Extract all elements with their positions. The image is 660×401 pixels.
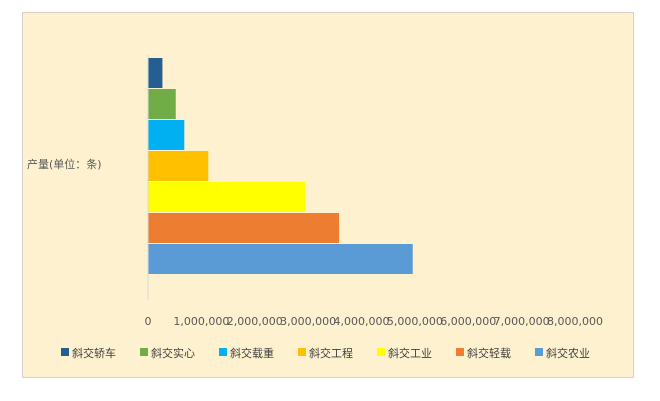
x-tick-label: 5,000,000 bbox=[387, 315, 443, 328]
x-tick-label: 0 bbox=[145, 315, 152, 328]
legend-item-4: 斜交工程 bbox=[298, 346, 353, 360]
x-tick-label: 3,000,000 bbox=[280, 315, 336, 328]
legend-swatch bbox=[298, 348, 306, 356]
x-tick-label: 8,000,000 bbox=[547, 315, 603, 328]
bar-4 bbox=[148, 151, 209, 181]
legend-label: 斜交轻载 bbox=[467, 346, 511, 360]
legend-label: 斜交载重 bbox=[230, 346, 274, 360]
legend-label: 斜交工业 bbox=[388, 346, 432, 360]
bar-2 bbox=[148, 89, 176, 119]
legend-item-5: 斜交工业 bbox=[377, 346, 432, 360]
legend-item-6: 斜交轻载 bbox=[456, 346, 511, 360]
legend-item-7: 斜交农业 bbox=[535, 346, 590, 360]
category-label: 产量(单位：条) bbox=[27, 157, 102, 171]
x-tick-label: 4,000,000 bbox=[334, 315, 390, 328]
bar-1 bbox=[148, 58, 163, 88]
legend-swatch bbox=[456, 348, 464, 356]
bar-5 bbox=[148, 182, 306, 212]
x-tick-label: 6,000,000 bbox=[440, 315, 496, 328]
bar-6 bbox=[148, 213, 340, 243]
x-tick-labels: 0 1,000,0002,000,0003,000,0004,000,0005,0… bbox=[145, 315, 603, 328]
legend-item-2: 斜交实心 bbox=[140, 346, 195, 360]
legend-label: 斜交轿车 bbox=[72, 346, 116, 360]
legend-label: 斜交农业 bbox=[546, 346, 590, 360]
legend-swatch bbox=[140, 348, 148, 356]
legend-label: 斜交工程 bbox=[309, 346, 353, 360]
legend-label: 斜交实心 bbox=[151, 346, 195, 360]
bar-3 bbox=[148, 120, 185, 150]
x-tick-label: 7,000,000 bbox=[494, 315, 550, 328]
legend-swatch bbox=[61, 348, 69, 356]
legend-swatch bbox=[535, 348, 543, 356]
legend-item-1: 斜交轿车 bbox=[61, 346, 116, 360]
chart-frame bbox=[22, 12, 634, 378]
x-tick-label: 1,000,000 bbox=[173, 315, 229, 328]
legend-swatch bbox=[377, 348, 385, 356]
bar-7 bbox=[148, 244, 413, 274]
legend-item-3: 斜交载重 bbox=[219, 346, 274, 360]
legend-swatch bbox=[219, 348, 227, 356]
x-tick-label: 2,000,000 bbox=[227, 315, 283, 328]
bars-group bbox=[148, 58, 413, 274]
legend: 斜交轿车 斜交实心 斜交载重 斜交工程 斜交工业 斜交轻载 斜交农业 bbox=[61, 346, 590, 360]
